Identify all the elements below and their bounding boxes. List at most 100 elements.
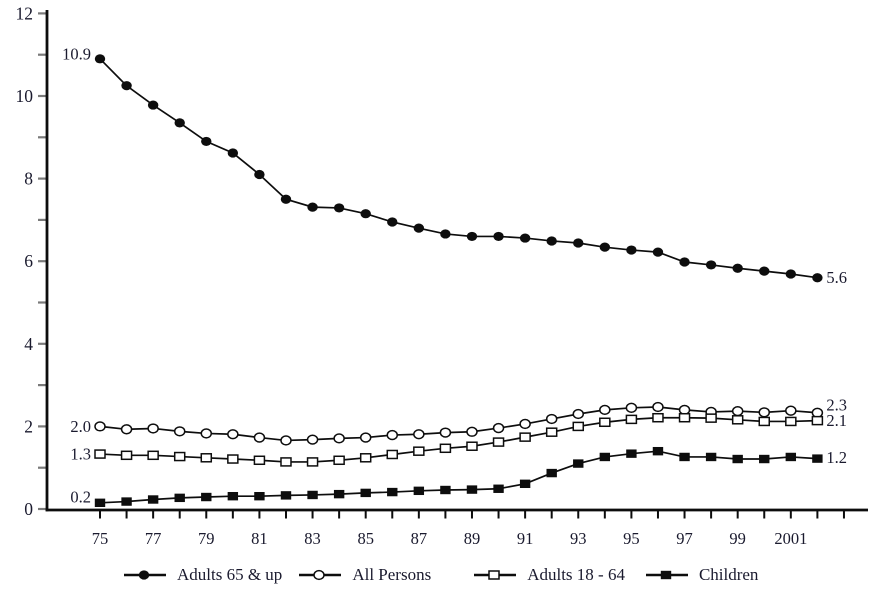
open-circle-point [545, 413, 558, 425]
open-circle-point [811, 407, 824, 418]
x-axis-label: 89 [464, 529, 481, 548]
open-square-point [94, 449, 106, 459]
filled-circle-point [138, 570, 150, 580]
filled-circle-point [360, 209, 371, 219]
open-square-point [439, 443, 452, 454]
filled-square-point [174, 493, 185, 503]
filled-square-point [307, 490, 318, 500]
legend-item-children: Children [645, 565, 758, 585]
open-square-point [785, 416, 797, 427]
open-square-point [488, 570, 500, 580]
filled-circle-point [679, 257, 690, 267]
series-end-value-label: 1.2 [826, 448, 847, 467]
series-start-value-label: 0.2 [70, 487, 91, 506]
filled-square-point [732, 454, 743, 464]
open-circle-point [678, 404, 691, 416]
filled-square-point [812, 454, 823, 463]
legend-item-all-persons: All Persons [298, 565, 431, 585]
open-circle-point [652, 401, 664, 413]
filled-circle-point [785, 269, 797, 279]
filled-circle-point [546, 236, 557, 246]
open-circle-point [572, 408, 585, 420]
series-line-3 [99, 450, 818, 504]
chart-canvas: 0 2 4 6 8 10 12 75 77 79 81 83 85 87 89 91 93 95 97 99 2001 1… [16, 3, 868, 548]
open-square-point [811, 415, 824, 426]
filled-square-point [705, 452, 717, 462]
filled-square-point [679, 452, 690, 462]
open-circle-point [386, 429, 399, 441]
filled-square-point [387, 487, 398, 497]
x-axis-label: 83 [304, 529, 321, 548]
y-axis-label: 2 [24, 416, 33, 436]
open-circle-point [492, 422, 505, 434]
x-axis-label: 79 [198, 529, 215, 548]
open-square-point [359, 453, 372, 463]
filled-square-point [519, 479, 531, 489]
x-axis-label: 93 [570, 529, 587, 548]
chart-legend: Adults 65 & up All Persons Adults 18 - 6… [123, 561, 758, 589]
filled-circle-point [333, 203, 345, 213]
filled-square-point [546, 468, 557, 478]
open-circle-point [785, 405, 797, 416]
open-square-point [280, 457, 292, 467]
open-square-point [519, 432, 531, 442]
open-circle-point [94, 421, 106, 432]
filled-circle-point [759, 266, 770, 276]
filled-square-point [413, 486, 425, 496]
open-circle-point [173, 426, 186, 437]
filled-square-point [201, 492, 212, 502]
x-axis-label: 99 [729, 529, 746, 548]
filled-circle-point [174, 118, 185, 128]
open-square-point [120, 450, 133, 461]
open-circle-point [147, 423, 159, 434]
open-square-point [173, 451, 186, 462]
open-square-point [731, 415, 744, 425]
filled-circle-point [519, 233, 531, 243]
filled-square-point [94, 498, 106, 508]
filled-square-point [147, 495, 159, 504]
x-axis-label: 75 [92, 529, 109, 548]
filled-circle-marker-icon [124, 570, 166, 580]
filled-circle-point [652, 247, 664, 257]
open-circle-point [253, 432, 266, 443]
open-circle-point [200, 428, 213, 439]
open-square-point [599, 417, 611, 428]
y-axis-label: 12 [16, 3, 34, 23]
legend-label: Adults 65 & up [177, 565, 283, 584]
open-square-point [386, 449, 399, 460]
filled-circle-point [413, 223, 425, 233]
open-square-point [678, 412, 691, 423]
series-line-1 [99, 406, 818, 442]
series-end-value-label: 2.1 [826, 411, 847, 430]
filled-square-point [360, 488, 371, 498]
filled-square-point [785, 452, 797, 462]
open-circle-point [413, 429, 425, 440]
open-square-marker-icon [474, 570, 517, 580]
open-square-point [333, 455, 345, 466]
legend-item-adults-65-up: Adults 65 & up [123, 565, 282, 585]
x-axis-label: 2001 [774, 529, 807, 548]
x-axis-label: 85 [357, 529, 374, 548]
filled-circle-point [94, 54, 106, 64]
series-start-value-label: 10.9 [62, 44, 91, 63]
filled-square-point [280, 491, 292, 500]
filled-square-point [759, 454, 770, 464]
open-circle-point [306, 434, 319, 445]
filled-square-point [652, 446, 664, 456]
series-end-value-label: 5.6 [826, 268, 847, 287]
filled-circle-point [493, 231, 504, 242]
open-square-point [572, 421, 585, 432]
filled-circle-point [626, 245, 637, 255]
open-square-point [545, 427, 558, 437]
filled-square-point [466, 485, 478, 494]
open-circle-point [227, 429, 239, 440]
open-circle-point [758, 407, 770, 418]
filled-circle-point [201, 136, 212, 147]
open-square-point [306, 457, 319, 467]
y-axis-label: 0 [24, 499, 33, 519]
filled-square-point [121, 497, 132, 506]
open-square-point [758, 416, 770, 427]
filled-circle-point [732, 263, 743, 273]
filled-square-point [333, 489, 345, 499]
